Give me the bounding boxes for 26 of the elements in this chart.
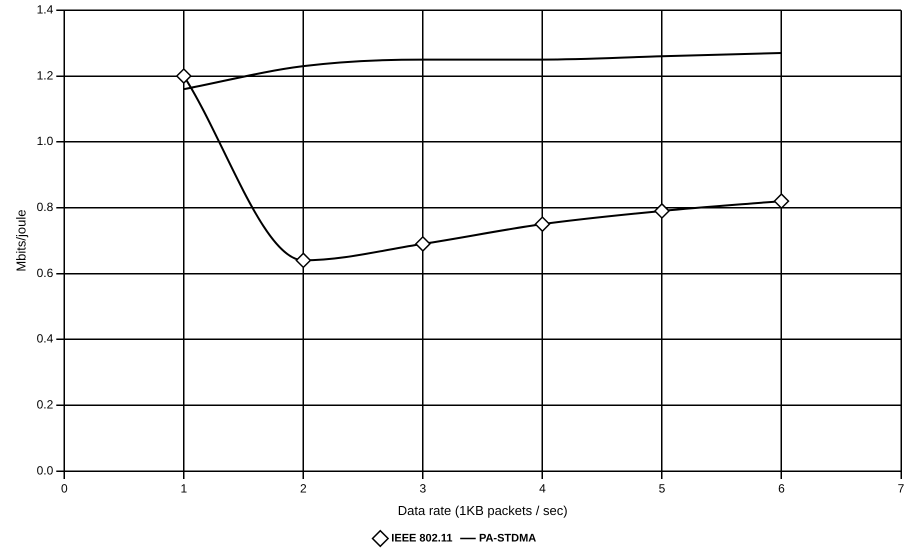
y-tick-label: 0.6: [36, 266, 54, 280]
point: [534, 216, 550, 232]
point: [774, 193, 790, 209]
x-tick-label: 5: [658, 482, 666, 496]
legend-label: PA-STDMA: [478, 532, 536, 545]
y-tick-label: 0.0: [36, 463, 54, 478]
point: [176, 68, 192, 84]
point: [415, 236, 431, 252]
x-tick-label: 6: [778, 482, 786, 496]
x-tick-label: 4: [539, 482, 546, 496]
x-tick-label: 2: [300, 482, 307, 496]
x-tick-label: 3: [420, 482, 427, 496]
y-tick-label: 1.4: [36, 2, 54, 17]
y-tick-label: 0.8: [36, 200, 54, 214]
legend-label: IEEE 802.11: [391, 532, 452, 545]
x-tick-label: 1: [180, 482, 188, 496]
x-tick-label: 7: [898, 482, 905, 496]
point: [296, 252, 312, 268]
y-tick-label: 1.2: [36, 68, 54, 82]
y-tick-label: 0.4: [36, 332, 54, 346]
y-tick-label: 0.2: [36, 397, 54, 412]
x-tick-label: 0: [60, 482, 68, 496]
y-tick-label: 1.0: [36, 134, 54, 148]
y-axis-title: Mbits/joule: [13, 210, 28, 272]
point: [654, 203, 670, 219]
x-axis-title: Data rate (1KB packets / sec): [398, 502, 568, 518]
